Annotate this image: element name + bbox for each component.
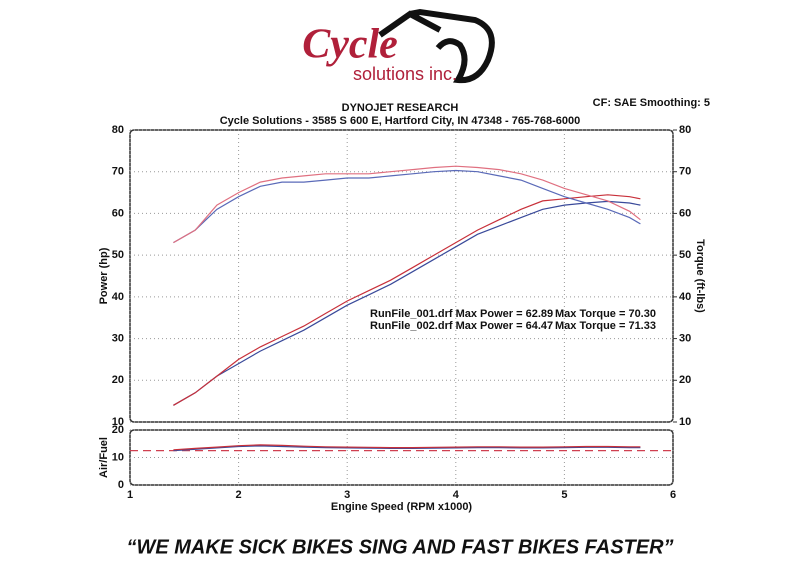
- y2-tick-label: 40: [679, 291, 691, 303]
- series-line: [173, 194, 641, 406]
- x-tick-label: 4: [453, 489, 460, 501]
- logo-name: Cycle: [302, 22, 398, 68]
- annotation: Max Torque = 70.30: [555, 308, 656, 320]
- series-line: [173, 165, 641, 244]
- y2-tick-label: 30: [679, 332, 691, 344]
- series-line: [173, 169, 641, 244]
- x-tick-label: 3: [344, 489, 350, 501]
- x-tick-label: 6: [670, 489, 676, 501]
- y2-axis-label: Torque (ft-lbs): [694, 239, 706, 313]
- x-tick-label: 1: [127, 489, 133, 501]
- y-tick-label: 70: [112, 166, 124, 178]
- y2-tick-label: 50: [679, 249, 691, 261]
- annotation: RunFile_002.drf Max Power = 64.47: [370, 320, 553, 332]
- y-tick-label: 60: [112, 207, 124, 219]
- series-line: [173, 444, 641, 451]
- plot-area: [129, 429, 674, 486]
- y-tick-label: 50: [112, 249, 124, 261]
- y-tick-label: 20: [112, 424, 124, 436]
- annotation: RunFile_001.drf Max Power = 62.89: [370, 308, 553, 320]
- x-tick-label: 5: [561, 489, 567, 501]
- y2-tick-label: 20: [679, 374, 691, 386]
- settings: CF: SAE Smoothing: 5: [593, 97, 710, 109]
- y-tick-label: 40: [112, 291, 124, 303]
- y-axis-label: Power (hp): [98, 247, 110, 304]
- logo-sub: solutions inc.: [353, 64, 457, 84]
- y-tick-label: 80: [112, 124, 124, 136]
- y-tick-label: 20: [112, 374, 124, 386]
- y-tick-label: 30: [112, 332, 124, 344]
- chart-subtitle: Cycle Solutions - 3585 S 600 E, Hartford…: [220, 115, 581, 127]
- chart-title: DYNOJET RESEARCH: [342, 102, 459, 114]
- y-tick-label: 0: [118, 479, 124, 491]
- y2-tick-label: 10: [679, 416, 691, 428]
- y2-tick-label: 60: [679, 207, 691, 219]
- annotation: Max Torque = 71.33: [555, 320, 656, 332]
- logo-swoosh: [378, 8, 495, 84]
- y2-tick-label: 70: [679, 166, 691, 178]
- plot-area: [129, 129, 674, 423]
- y-tick-label: 10: [112, 451, 124, 463]
- series-line: [173, 200, 641, 406]
- x-tick-label: 2: [236, 489, 242, 501]
- series-line: [173, 445, 641, 452]
- tagline: “WE MAKE SICK BIKES SING AND FAST BIKES …: [126, 536, 673, 558]
- y-tick-label: 10: [112, 416, 124, 428]
- x-axis-label: Engine Speed (RPM x1000): [331, 501, 473, 513]
- y2-tick-label: 80: [679, 124, 691, 136]
- y-axis-label: Air/Fuel: [98, 437, 110, 478]
